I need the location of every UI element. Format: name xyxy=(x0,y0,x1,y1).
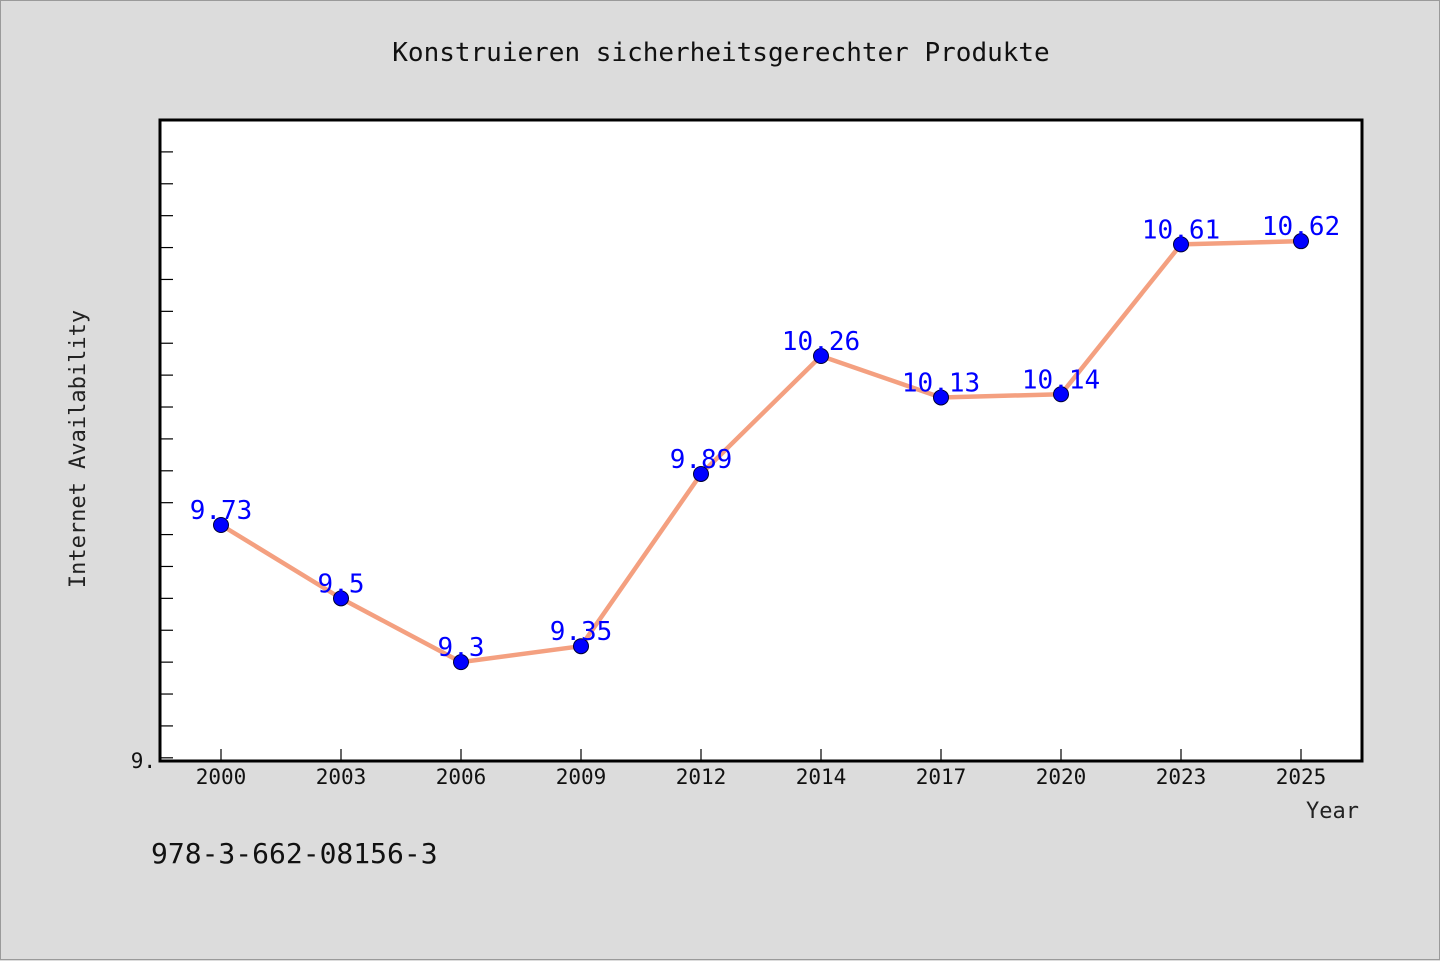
data-point xyxy=(813,347,829,364)
x-tick-label: 2020 xyxy=(1036,765,1087,789)
data-label: 10.13 xyxy=(902,368,980,398)
series-line xyxy=(218,238,1304,665)
data-point xyxy=(1053,386,1069,403)
data-point xyxy=(1293,233,1309,250)
plot-area xyxy=(158,118,1364,763)
x-tick-label: 2017 xyxy=(916,765,967,789)
data-point xyxy=(573,638,589,655)
data-label: 10.62 xyxy=(1262,212,1340,242)
data-label: 9.35 xyxy=(550,617,613,647)
y-axis-label: Internet Availability xyxy=(66,310,91,588)
x-axis-label: Year xyxy=(1306,799,1359,824)
data-point xyxy=(1173,236,1189,253)
data-point xyxy=(693,465,709,482)
data-point xyxy=(333,590,349,607)
isbn-text: 978-3-662-08156-3 xyxy=(151,837,438,870)
data-point xyxy=(933,389,949,406)
x-tick-label: 2000 xyxy=(196,765,247,789)
data-label: 10.61 xyxy=(1142,215,1220,245)
y-axis-ticks xyxy=(160,151,173,759)
data-point xyxy=(453,654,469,671)
series-line-group: 9.73 9.5 9.3 9.35 9.89 10.26 10.13 10.14 10.61 10… xyxy=(190,212,1340,671)
x-tick-label: 2023 xyxy=(1156,765,1207,789)
data-label: 9.89 xyxy=(670,445,733,475)
data-label: 9.5 xyxy=(318,569,365,599)
x-tick-label: 2014 xyxy=(796,765,847,789)
chart-title: Konstruieren sicherheitsgerechter Produk… xyxy=(392,38,1049,68)
x-tick-label: 2003 xyxy=(316,765,367,789)
x-tick-label: 2009 xyxy=(556,765,607,789)
data-point xyxy=(213,517,229,534)
x-tick-label: 2006 xyxy=(436,765,487,789)
x-axis-ticks: 2000 2003 2006 2009 2012 2014 2017 2020 2023 2025 xyxy=(196,749,1327,789)
data-label: 10.14 xyxy=(1022,365,1100,395)
y-tick-label: 9. xyxy=(131,749,156,773)
data-label: 10.26 xyxy=(782,327,860,357)
x-tick-label: 2012 xyxy=(676,765,727,789)
data-label: 9.73 xyxy=(190,496,253,526)
data-label: 9.3 xyxy=(438,633,485,663)
x-tick-label: 2025 xyxy=(1276,765,1327,789)
